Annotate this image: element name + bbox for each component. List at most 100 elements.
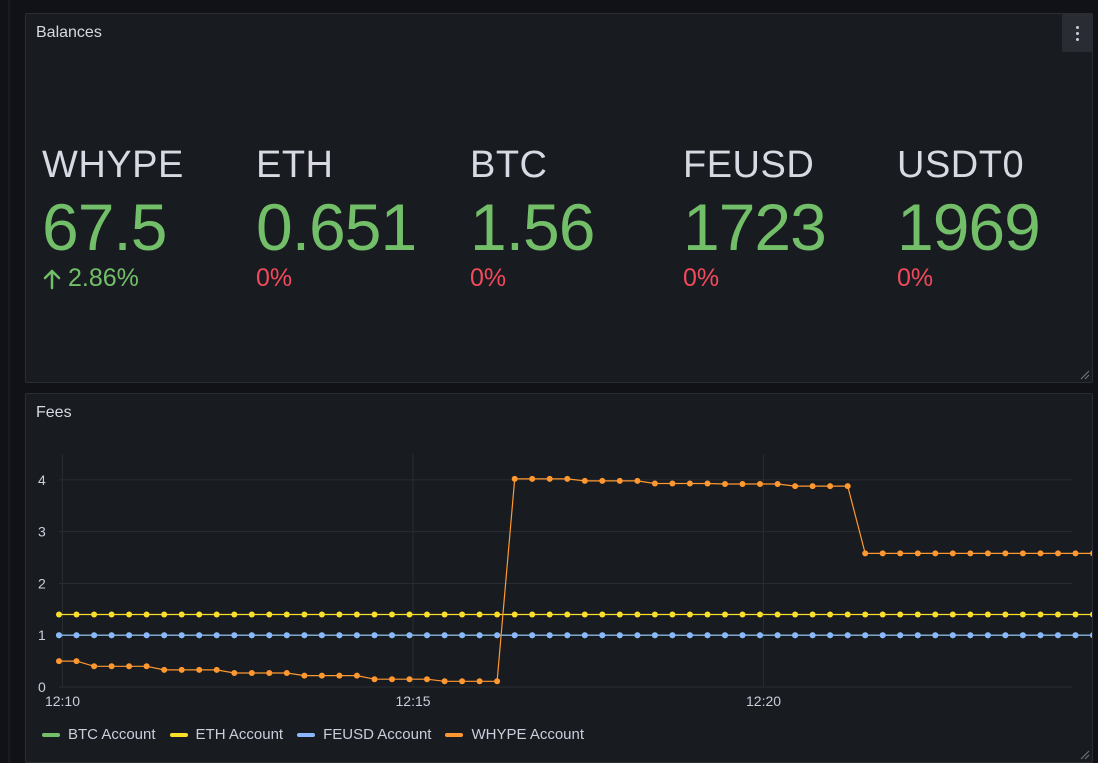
data-point	[1090, 632, 1092, 639]
data-point	[248, 670, 255, 676]
legend-item-whype[interactable]: WHYPE Account	[445, 726, 584, 743]
data-point	[844, 611, 851, 618]
data-point	[108, 611, 115, 618]
data-point	[213, 632, 220, 639]
y-tick-label: 2	[38, 575, 46, 591]
data-point	[126, 632, 133, 639]
data-point	[56, 611, 62, 618]
data-point	[984, 550, 991, 557]
data-point	[231, 611, 238, 618]
resize-handle-icon[interactable]	[1078, 748, 1090, 760]
data-point	[897, 611, 904, 618]
data-point	[108, 663, 115, 670]
legend-item-eth[interactable]: ETH Account	[169, 726, 283, 743]
fees-panel: Fees 0 1 2 3 4 12:10 12:15 12:20 BTC Account ET…	[25, 393, 1093, 763]
data-point	[161, 611, 168, 618]
data-point	[862, 611, 869, 618]
data-point	[389, 611, 395, 618]
stat-feusd: FEUSD 1723 0%	[683, 146, 893, 291]
data-point	[213, 666, 220, 673]
data-point	[792, 611, 799, 618]
data-point	[318, 672, 325, 679]
data-point	[1055, 611, 1061, 618]
data-point	[564, 611, 571, 618]
legend-label: BTC Account	[68, 726, 156, 743]
stat-whype: WHYPE 67.5 2.86%	[42, 146, 252, 291]
fees-chart[interactable]: 0 1 2 3 4 12:10 12:15 12:20	[26, 394, 1092, 719]
data-point	[932, 550, 939, 557]
stat-btc: BTC 1.56 0%	[470, 146, 680, 291]
data-point	[581, 477, 588, 484]
data-point	[108, 632, 115, 639]
data-point	[161, 666, 168, 673]
stat-value: 0.651	[256, 190, 417, 264]
legend-item-btc[interactable]: BTC Account	[42, 726, 156, 743]
data-point	[353, 632, 360, 639]
data-point	[686, 611, 693, 618]
y-tick-label: 1	[38, 627, 46, 643]
data-point	[862, 632, 869, 639]
stat-change: 0%	[256, 266, 466, 291]
x-tick-label: 12:10	[45, 693, 80, 709]
data-point	[196, 632, 203, 639]
data-point	[283, 670, 290, 676]
y-tick-label: 3	[38, 524, 46, 540]
data-point	[126, 663, 133, 670]
data-point	[897, 632, 904, 639]
stat-change: 0%	[470, 266, 680, 291]
data-point	[424, 611, 430, 618]
data-point	[827, 611, 834, 618]
stat-change-value: 2.86%	[68, 264, 139, 292]
data-point	[616, 632, 623, 639]
data-point	[546, 611, 553, 618]
data-point	[949, 611, 956, 618]
data-point	[599, 632, 606, 639]
data-point	[967, 550, 974, 557]
legend-item-feusd[interactable]: FEUSD Account	[297, 726, 431, 743]
kebab-dot-icon	[1075, 25, 1079, 29]
kebab-dot-icon	[1075, 37, 1079, 41]
legend-swatch	[297, 732, 316, 737]
resize-handle-icon[interactable]	[1078, 368, 1090, 380]
data-point	[1037, 611, 1044, 618]
stat-name: USDT0	[897, 144, 1025, 186]
data-point	[599, 477, 606, 484]
data-point	[459, 611, 466, 618]
data-point	[809, 483, 816, 490]
stat-change-value: 0%	[256, 264, 293, 292]
data-point	[143, 611, 150, 618]
balances-panel: Balances WHYPE 67.5 2.86% ETH 0.651 0% B…	[25, 13, 1093, 383]
data-point	[914, 611, 921, 618]
data-point	[581, 632, 588, 639]
data-point	[1055, 632, 1061, 639]
data-point	[56, 658, 62, 665]
data-point	[686, 480, 693, 487]
data-point	[476, 678, 483, 685]
data-point	[196, 666, 203, 673]
data-point	[949, 632, 956, 639]
stat-name: BTC	[470, 144, 548, 186]
data-point	[424, 632, 430, 639]
data-point	[178, 666, 185, 673]
panel-menu-button[interactable]	[1062, 14, 1092, 52]
data-point	[406, 632, 413, 639]
data-point	[441, 678, 448, 685]
data-point	[844, 483, 851, 490]
data-point	[529, 475, 536, 482]
data-point	[406, 676, 413, 683]
data-point	[494, 678, 501, 685]
stat-change-value: 0%	[897, 264, 934, 292]
data-point	[126, 611, 133, 618]
data-point	[73, 611, 80, 618]
data-point	[879, 632, 886, 639]
data-point	[283, 632, 290, 639]
data-point	[686, 632, 693, 639]
data-point	[809, 632, 816, 639]
data-point	[827, 483, 834, 490]
data-point	[143, 632, 150, 639]
data-point	[739, 481, 746, 487]
legend-label: WHYPE Account	[471, 726, 585, 743]
data-point	[301, 672, 308, 679]
data-point	[879, 550, 886, 557]
data-point	[389, 676, 395, 683]
